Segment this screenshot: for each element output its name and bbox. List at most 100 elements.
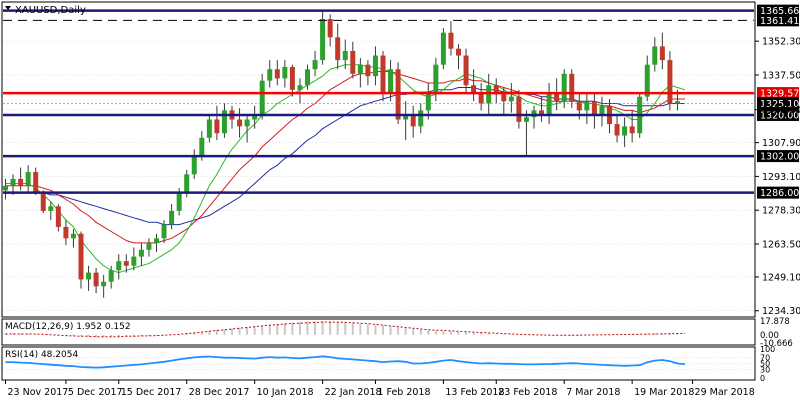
level-label: 1320.00	[760, 110, 799, 121]
price-tick-label: 1337.50	[762, 70, 800, 81]
candle-body	[244, 119, 250, 127]
candle-body	[297, 85, 303, 90]
candle	[342, 39, 348, 70]
candle-body	[599, 105, 605, 115]
candle-body	[554, 92, 560, 102]
candle-body	[10, 178, 16, 186]
candle	[403, 101, 409, 141]
candle-body	[508, 96, 514, 102]
candle	[237, 108, 243, 138]
rsi-title: RSI(14) 48.2054	[5, 350, 78, 360]
candle	[357, 57, 363, 88]
symbol-header[interactable]: XAUUSD,Daily	[5, 5, 86, 16]
candle-body	[433, 64, 439, 93]
candle-body	[501, 94, 507, 102]
candle-body	[40, 192, 46, 211]
candle-body	[372, 55, 378, 77]
candle	[297, 78, 303, 104]
candle	[652, 37, 658, 72]
candle	[561, 69, 567, 109]
macd-tick-label: -10.666	[760, 339, 793, 349]
candle	[327, 14, 333, 47]
candle-body	[25, 172, 31, 186]
candle-body	[221, 110, 227, 134]
candle-body	[418, 110, 424, 127]
candle-body	[131, 256, 137, 266]
level-label: 1302.00	[760, 152, 799, 163]
candle-body	[184, 174, 190, 193]
candle	[108, 265, 114, 289]
candle-body	[123, 261, 129, 266]
candle-body	[561, 73, 567, 102]
candle-body	[365, 64, 371, 77]
candle-body	[33, 172, 39, 193]
level-label: 1365.66	[760, 6, 799, 17]
rsi-tick-label: 100	[760, 345, 775, 354]
candle-body	[116, 261, 122, 271]
candle	[372, 46, 378, 86]
candle	[493, 78, 499, 104]
macd-tick-label: 0.00	[760, 331, 779, 341]
candle	[591, 92, 597, 129]
candle	[48, 201, 54, 221]
candle	[18, 167, 24, 191]
candle-body	[138, 249, 144, 257]
candle-body	[161, 224, 167, 239]
candle	[523, 110, 529, 157]
symbol-label: XAUUSD,Daily	[15, 5, 86, 16]
candle	[350, 41, 356, 79]
candle-body	[176, 192, 182, 211]
date-tick-label: 23 Nov 2017	[8, 387, 69, 398]
candle	[365, 60, 371, 86]
level-label-box	[757, 4, 799, 17]
candle-body	[70, 233, 76, 239]
candle	[312, 50, 318, 77]
candle	[33, 167, 39, 195]
candle	[305, 64, 310, 90]
candle	[252, 105, 258, 129]
candle-body	[539, 110, 545, 115]
candle-body	[199, 137, 205, 157]
candle	[622, 117, 628, 147]
candle	[410, 105, 416, 138]
candle	[418, 103, 424, 134]
candle-body	[101, 281, 107, 287]
candle	[78, 231, 84, 289]
rsi-tick-label: 30	[760, 365, 770, 374]
candle	[123, 254, 129, 273]
candle-body	[546, 92, 552, 115]
candle	[25, 165, 31, 193]
rsi-grid	[3, 357, 754, 370]
candle-body	[659, 46, 665, 61]
candle	[244, 114, 250, 143]
candle	[86, 265, 92, 291]
candle-body	[493, 85, 499, 95]
rsi-tick-label: 70	[760, 354, 770, 363]
date-tick-label: 23 Feb 2018	[498, 387, 557, 398]
candle	[55, 204, 61, 232]
macd-signal-path	[5, 321, 686, 338]
candle-body	[652, 46, 658, 65]
candle-body	[569, 73, 575, 102]
candle-body	[342, 50, 348, 61]
candle-body	[327, 18, 333, 38]
candle-body	[478, 92, 484, 104]
candle-body	[463, 55, 469, 86]
candle	[388, 60, 394, 102]
level-label: 1329.57	[760, 89, 799, 100]
price-grid	[3, 40, 754, 311]
candle-body	[48, 206, 54, 211]
candle	[161, 220, 167, 243]
candle-body	[388, 69, 394, 93]
candle-body	[18, 178, 24, 186]
chevron-down-icon[interactable]	[5, 6, 11, 10]
candle	[539, 96, 545, 122]
price-tick-label: 1234.30	[762, 306, 800, 317]
rsi-tick-label: 50	[760, 360, 770, 369]
candle	[516, 89, 522, 129]
candle	[554, 78, 560, 111]
candle-body	[206, 119, 212, 138]
